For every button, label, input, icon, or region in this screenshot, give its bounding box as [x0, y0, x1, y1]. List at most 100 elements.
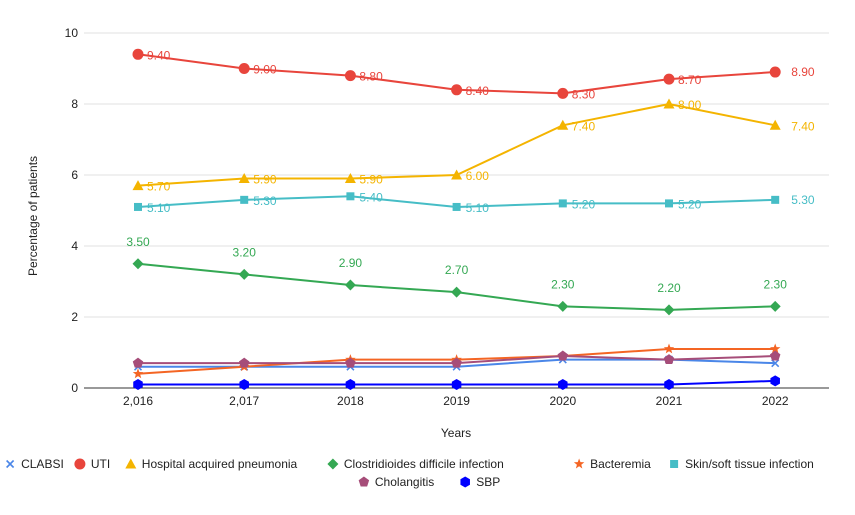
x-tick-label: 2020	[549, 394, 576, 408]
data-point	[345, 378, 356, 390]
legend-marker	[358, 476, 370, 487]
legend-label: Cholangitis	[375, 475, 434, 489]
data-point	[557, 119, 569, 130]
data-point	[663, 354, 675, 365]
data-point	[132, 48, 144, 60]
data-point	[663, 73, 675, 85]
data-point	[557, 87, 569, 99]
data-label: 2.20	[657, 281, 681, 295]
x-tick-label: 2022	[762, 394, 789, 408]
series-group: 9.40 9.00 8.80 8.40 8.30 8.70 8.90 5.70 5.90 5.90…	[126, 48, 815, 390]
data-label: 9.40	[147, 48, 171, 62]
x-tick-label: 2,017	[229, 394, 259, 408]
gridlines	[84, 32, 829, 389]
series-sbp	[133, 375, 780, 390]
legend-item: SBP	[460, 475, 500, 489]
data-label: 8.80	[359, 70, 383, 84]
data-point	[345, 357, 356, 368]
data-point	[769, 66, 781, 78]
data-point	[769, 119, 781, 130]
legend-marker	[573, 458, 585, 469]
legend-marker	[670, 460, 679, 468]
data-label: 6.00	[466, 169, 490, 183]
legend-item: Hospital acquired pneumonia	[125, 457, 298, 471]
data-label: 8.90	[791, 65, 815, 79]
data-point	[451, 84, 463, 96]
data-label: 2.90	[339, 256, 363, 270]
data-point	[238, 357, 250, 368]
data-label: 5.30	[791, 193, 815, 207]
x-tick-label: 2,016	[123, 394, 153, 408]
legend-item: Skin/soft tissue infection	[670, 457, 814, 471]
data-point	[663, 98, 675, 109]
data-label: 5.10	[466, 201, 490, 215]
data-point	[239, 378, 249, 390]
data-point	[451, 169, 463, 180]
legend-marker	[125, 458, 137, 469]
series-uti: 9.40 9.00 8.80 8.40 8.30 8.70 8.90	[132, 48, 815, 101]
data-label: 7.40	[572, 119, 596, 133]
data-label: 2.30	[764, 277, 788, 291]
data-label: 9.00	[253, 63, 277, 77]
data-point	[344, 279, 356, 291]
data-label: 3.50	[126, 235, 150, 249]
data-point	[346, 192, 355, 201]
data-label: 8.70	[678, 73, 702, 87]
legend-label: Bacteremia	[590, 457, 651, 471]
legend-label: Hospital acquired pneumonia	[142, 457, 298, 471]
data-point	[663, 304, 675, 316]
y-axis-ticks: 0 2 4 6 8 10	[65, 26, 79, 395]
data-point	[132, 368, 144, 379]
data-label: 5.20	[572, 197, 596, 211]
data-label: 8.00	[678, 98, 702, 112]
data-point	[238, 173, 250, 184]
data-point	[132, 258, 144, 270]
data-point	[132, 357, 144, 368]
legend-marker	[6, 459, 15, 469]
y-tick-label: 2	[71, 310, 78, 324]
legend-label: UTI	[91, 457, 110, 471]
data-label: 5.10	[147, 201, 171, 215]
x-tick-label: 2019	[443, 394, 470, 408]
data-point	[557, 350, 569, 361]
y-tick-label: 10	[65, 26, 79, 40]
data-point	[344, 173, 356, 184]
series-hospital-acquired-pneumonia: 5.70 5.90 5.90 6.00 7.40 8.00 7.40	[132, 98, 815, 194]
data-point	[132, 180, 144, 191]
y-tick-label: 4	[71, 239, 78, 253]
data-label: 2.70	[445, 263, 469, 277]
legend-item: UTI	[74, 457, 110, 471]
legend-item: Bacteremia	[573, 457, 651, 471]
data-point	[451, 286, 463, 298]
legend-marker	[74, 458, 86, 470]
legend-label: Clostridioides difficile infection	[344, 457, 504, 471]
data-label: 7.40	[791, 119, 815, 133]
legend: CLABSI UTI Hospital acquired pneumonia Clos…	[6, 457, 814, 489]
data-point	[451, 378, 462, 390]
data-point	[771, 359, 780, 368]
y-tick-label: 6	[71, 168, 78, 182]
x-axis-ticks: 2,016 2,017 2018 2019 2020 2021 2022	[123, 394, 789, 408]
data-label: 5.30	[253, 194, 277, 208]
data-label: 8.40	[466, 84, 490, 98]
data-point	[769, 300, 781, 312]
data-point	[663, 343, 675, 354]
data-point	[558, 199, 567, 208]
legend-item: Clostridioides difficile infection	[327, 457, 504, 471]
data-point	[238, 268, 250, 280]
data-point	[557, 300, 569, 312]
data-label: 5.40	[359, 190, 383, 204]
data-point	[238, 63, 250, 74]
data-point	[558, 378, 568, 390]
series-clostridioides-difficile-infection: 3.50 3.20 2.90 2.70 2.30 2.20 2.30	[126, 235, 787, 316]
legend-label: CLABSI	[21, 457, 64, 471]
data-point	[451, 357, 462, 368]
data-label: 2.30	[551, 277, 575, 291]
legend-marker	[327, 458, 339, 470]
legend-marker	[460, 476, 470, 488]
data-label: 5.90	[359, 173, 383, 187]
data-point	[134, 202, 142, 211]
x-axis-title: Years	[441, 426, 471, 440]
legend-label: Skin/soft tissue infection	[685, 457, 814, 471]
